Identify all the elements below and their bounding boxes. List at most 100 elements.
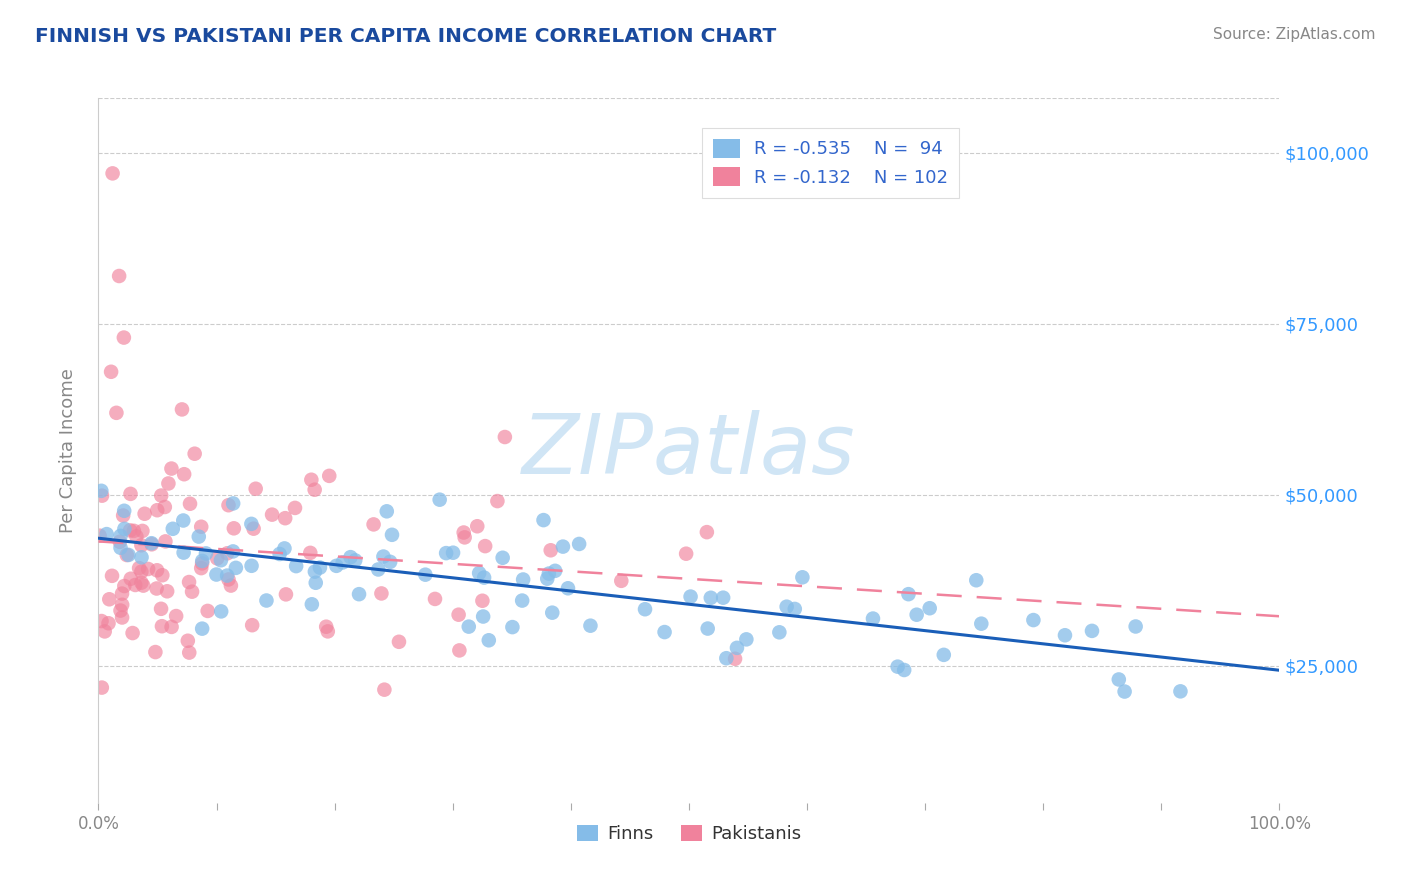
Point — [179, 646, 201, 660]
Point — [191, 622, 214, 636]
Point — [131, 565, 153, 579]
Point — [117, 548, 139, 562]
Point — [121, 626, 143, 640]
Point — [711, 591, 734, 605]
Point — [768, 625, 790, 640]
Point — [474, 539, 496, 553]
Point — [284, 500, 307, 515]
Point — [146, 563, 169, 577]
Point — [131, 575, 153, 590]
Point — [468, 566, 491, 580]
Point — [122, 524, 145, 538]
Point — [179, 497, 201, 511]
Point — [512, 573, 534, 587]
Point — [486, 494, 509, 508]
Point — [90, 614, 112, 628]
Text: ZIPatlas: ZIPatlas — [522, 410, 856, 491]
Point — [472, 609, 495, 624]
Point — [886, 659, 908, 673]
Point — [1114, 684, 1136, 698]
Point — [494, 430, 516, 444]
Point — [245, 482, 267, 496]
Point — [146, 503, 169, 517]
Point — [242, 522, 264, 536]
Point — [172, 514, 194, 528]
Point — [93, 624, 115, 639]
Point — [128, 561, 150, 575]
Point — [1081, 624, 1104, 638]
Point — [510, 593, 533, 607]
Point — [217, 568, 239, 582]
Point — [256, 593, 278, 607]
Point — [332, 556, 354, 570]
Point — [378, 555, 401, 569]
Point — [90, 483, 112, 498]
Point — [205, 567, 228, 582]
Point — [162, 522, 184, 536]
Point — [344, 553, 367, 567]
Point — [373, 682, 395, 697]
Point — [540, 543, 562, 558]
Point — [551, 540, 574, 554]
Point — [316, 624, 339, 639]
Point — [447, 607, 470, 622]
Point — [735, 632, 758, 647]
Point — [96, 527, 118, 541]
Point — [125, 529, 148, 543]
Point — [568, 537, 591, 551]
Point — [1022, 613, 1045, 627]
Point — [415, 567, 437, 582]
Point — [205, 551, 228, 566]
Point — [716, 651, 738, 665]
Point — [262, 508, 284, 522]
Text: FINNISH VS PAKISTANI PER CAPITA INCOME CORRELATION CHART: FINNISH VS PAKISTANI PER CAPITA INCOME C… — [35, 27, 776, 45]
Point — [905, 607, 928, 622]
Point — [557, 581, 579, 595]
Point — [269, 547, 291, 561]
Point — [696, 525, 718, 540]
Point — [177, 633, 200, 648]
Point — [347, 587, 370, 601]
Point — [150, 568, 173, 582]
Point — [654, 625, 676, 640]
Point — [124, 578, 146, 592]
Point — [100, 365, 122, 379]
Point — [725, 640, 748, 655]
Point — [89, 529, 111, 543]
Point — [111, 586, 134, 600]
Point — [173, 546, 195, 560]
Point — [434, 546, 457, 560]
Point — [209, 553, 232, 567]
Point — [218, 573, 240, 587]
Point — [423, 591, 446, 606]
Point — [918, 601, 941, 615]
Point — [101, 166, 124, 180]
Point — [160, 461, 183, 475]
Point — [157, 476, 180, 491]
Point — [112, 504, 135, 518]
Point — [1053, 628, 1076, 642]
Point — [115, 548, 138, 562]
Point — [1125, 619, 1147, 633]
Point — [110, 541, 132, 555]
Point — [544, 564, 567, 578]
Point — [101, 569, 124, 583]
Point — [181, 584, 204, 599]
Point — [156, 584, 179, 599]
Point — [304, 565, 326, 579]
Point — [471, 593, 494, 607]
Point — [131, 538, 153, 552]
Point — [240, 558, 263, 573]
Point — [131, 524, 153, 538]
Y-axis label: Per Capita Income: Per Capita Income — [59, 368, 77, 533]
Point — [783, 602, 806, 616]
Point — [222, 496, 245, 510]
Point — [194, 546, 217, 560]
Point — [108, 268, 131, 283]
Point — [97, 616, 120, 631]
Point — [897, 587, 920, 601]
Point — [273, 541, 295, 556]
Point — [90, 681, 112, 695]
Point — [136, 562, 159, 576]
Point — [541, 606, 564, 620]
